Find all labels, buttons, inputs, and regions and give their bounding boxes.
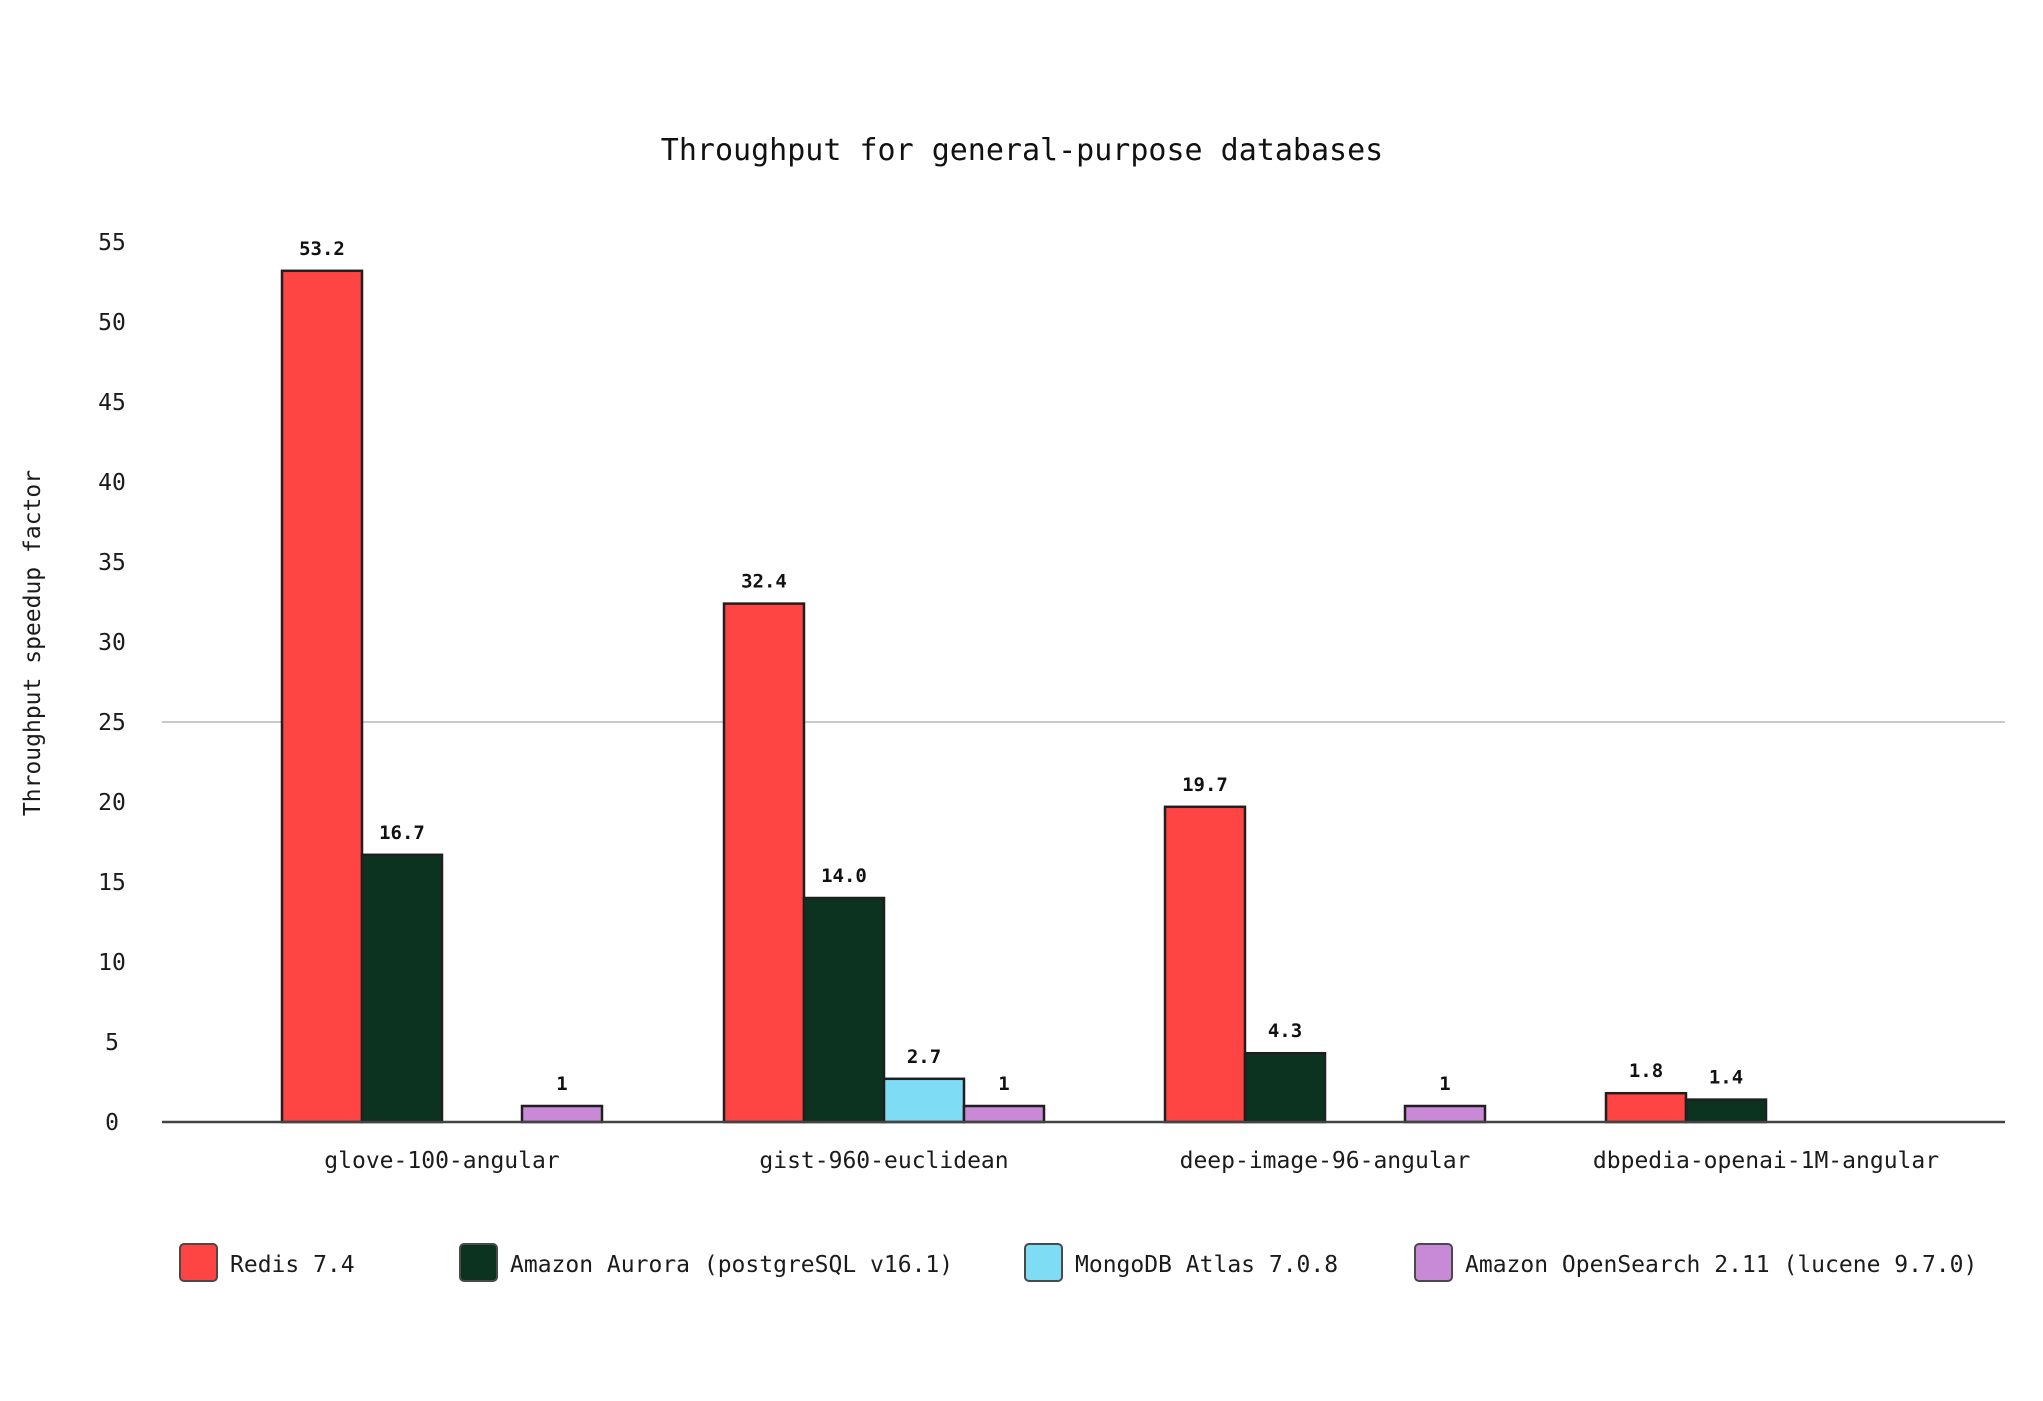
data-label: 19.7 [1182,774,1228,796]
chart-title: Throughput for general-purpose databases [661,133,1383,168]
legend-swatch [179,1243,218,1282]
data-label: 1 [1439,1073,1450,1095]
data-label: 4.3 [1268,1020,1302,1042]
bar [722,602,806,1124]
bar [280,269,364,1124]
data-label: 53.2 [299,238,345,260]
y-tick-label: 15 [98,870,126,896]
y-tick-label: 30 [98,630,126,656]
data-label: 16.7 [379,822,425,844]
bar [360,853,444,1124]
x-tick-label: gist-960-euclidean [759,1148,1008,1174]
data-label: 1.4 [1709,1067,1743,1089]
bar [520,1104,604,1124]
bar [1604,1091,1688,1124]
y-tick-label: 55 [98,230,126,256]
bars [280,269,1768,1124]
bar [1684,1098,1768,1124]
legend-label: Amazon OpenSearch 2.11 (lucene 9.7.0) [1465,1252,1977,1278]
x-tick-label: dbpedia-openai-1M-angular [1593,1148,1939,1174]
data-label: 1.8 [1629,1060,1663,1082]
legend-item: MongoDB Atlas 7.0.8 [1024,1243,1338,1282]
y-tick-label: 35 [98,550,126,576]
y-tick-label: 5 [105,1030,119,1056]
bar [962,1104,1046,1124]
legend-swatch [459,1243,498,1282]
data-label: 2.7 [907,1046,941,1068]
legend-swatch [1024,1243,1063,1282]
legend-swatch [1414,1243,1453,1282]
bar [1243,1051,1327,1124]
y-tick-label: 0 [105,1110,119,1136]
bar [882,1077,966,1124]
bar [802,896,886,1124]
legend-label: MongoDB Atlas 7.0.8 [1075,1252,1338,1278]
legend: Redis 7.4 Amazon Aurora (postgreSQL v16.1… [179,1243,1977,1282]
y-tick-label: 20 [98,790,126,816]
legend-label: Redis 7.4 [230,1252,355,1278]
y-axis-ticks: 0 5 10 15 20 25 30 35 40 45 50 55 [98,230,126,1136]
bar [1403,1104,1487,1124]
data-label: 14.0 [821,865,867,887]
y-tick-label: 10 [98,950,126,976]
data-labels: 53.2 32.4 19.7 1.8 16.7 14.0 4.3 1.4 2.7 1 1 1 [299,238,1743,1095]
legend-item: Amazon OpenSearch 2.11 (lucene 9.7.0) [1414,1243,1977,1282]
data-label: 1 [998,1073,1009,1095]
y-tick-label: 45 [98,390,126,416]
legend-item: Redis 7.4 [179,1243,355,1282]
legend-label: Amazon Aurora (postgreSQL v16.1) [510,1252,953,1278]
data-label: 32.4 [741,571,787,593]
x-tick-label: deep-image-96-angular [1180,1148,1471,1174]
bar [1163,805,1247,1124]
y-tick-label: 50 [98,310,126,336]
x-tick-label: glove-100-angular [324,1148,559,1174]
data-label: 1 [556,1073,567,1095]
y-axis-label: Throughput speedup factor [20,470,46,816]
legend-item: Amazon Aurora (postgreSQL v16.1) [459,1243,953,1282]
x-axis: glove-100-angular gist-960-euclidean deep-… [162,1120,2005,1174]
y-tick-label: 40 [98,470,126,496]
y-tick-label: 25 [98,710,126,736]
